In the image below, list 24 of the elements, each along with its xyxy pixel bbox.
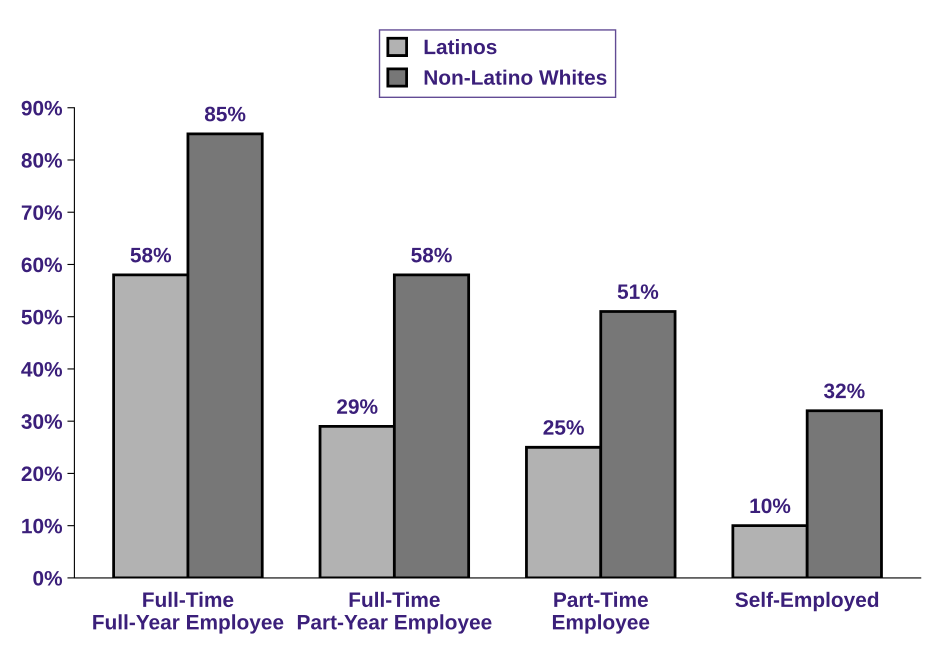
data-label: 58% — [130, 248, 172, 262]
data-label: 10% — [750, 498, 790, 514]
y-tick-label: 30% — [21, 414, 62, 429]
x-tick-label: Full-Time Full-Year Employee — [93, 592, 284, 634]
y-tick-label: 40% — [21, 362, 62, 377]
x-tick-label: Self-Employed — [735, 592, 878, 612]
data-label: 25% — [543, 420, 584, 435]
y-tick-label: 90% — [22, 100, 62, 116]
y-tick-label: 20% — [22, 466, 62, 482]
y-tick-label: 0% — [33, 570, 62, 586]
y-tick-label: 70% — [22, 205, 62, 220]
x-tick-label: Part-Time Employee — [552, 592, 650, 634]
legend-label: Latinos — [424, 39, 496, 54]
data-label: 58% — [411, 248, 452, 262]
x-tick-label: Full-Time Part-Year Employee — [298, 592, 492, 634]
y-tick-label: 50% — [22, 310, 62, 324]
data-label: 51% — [618, 284, 658, 300]
y-tick-label: 80% — [22, 152, 62, 168]
data-label: 32% — [824, 384, 865, 398]
y-tick-label: 60% — [22, 257, 62, 272]
y-tick-label: 10% — [22, 518, 62, 534]
legend-label: Non-Latino Whites — [424, 70, 606, 85]
data-label: 85% — [204, 106, 246, 122]
data-label: 29% — [337, 399, 378, 414]
